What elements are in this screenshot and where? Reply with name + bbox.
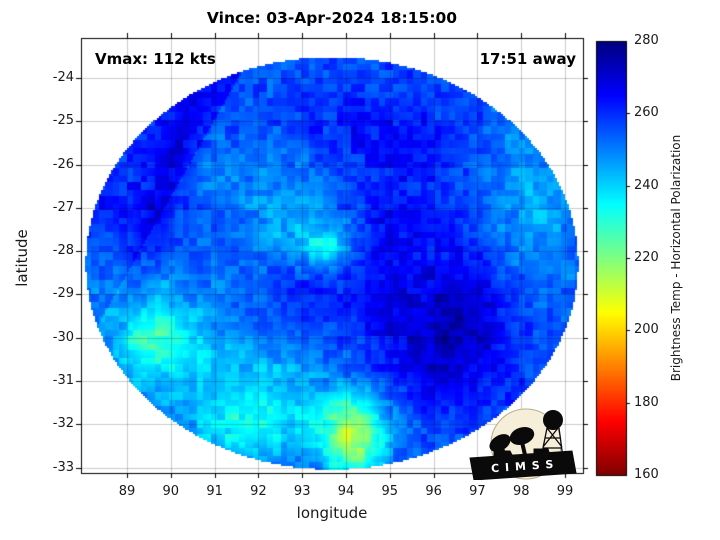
satellite-dish-icon — [509, 427, 535, 445]
x-tick-label: 94 — [337, 484, 355, 499]
x-tick-label: 92 — [250, 484, 267, 499]
x-axis-label: longitude — [296, 504, 368, 522]
colorbar-tick-label: 200 — [634, 322, 659, 338]
x-tick-label: 95 — [381, 484, 399, 499]
x-tick-label: 97 — [469, 484, 486, 499]
logo-banner — [469, 450, 577, 480]
x-tick-label: 89 — [118, 484, 136, 499]
x-tick-label: 96 — [425, 484, 442, 499]
y-tick-label: -26 — [52, 156, 74, 172]
plot-title: Vince: 03-Apr-2024 18:15:00 — [206, 9, 458, 27]
water-tower-legs-icon — [540, 427, 564, 459]
colorbar-tick-label: 160 — [634, 467, 659, 482]
y-tick-label: -27 — [52, 199, 74, 215]
x-tick-label: 98 — [512, 484, 530, 499]
time-away-annotation: 17:51 away — [479, 50, 576, 68]
y-tick-label: -33 — [52, 459, 74, 475]
vmax-annotation: Vmax: 112 kts — [95, 50, 216, 68]
x-tick-label: 93 — [293, 484, 311, 499]
y-tick-label: -32 — [52, 416, 74, 432]
water-tower-tank-icon — [543, 410, 563, 430]
colorbar-tick-label: 260 — [634, 105, 659, 121]
logo-text: C I M S S — [491, 458, 555, 475]
colorbar-tick-label: 240 — [634, 177, 659, 193]
colorbar-tick-label: 280 — [634, 33, 659, 48]
x-tick-label: 90 — [162, 484, 180, 499]
y-tick-label: -30 — [52, 329, 74, 345]
y-tick-label: -31 — [52, 373, 74, 389]
y-tick-label: -25 — [52, 113, 74, 129]
dish-mount — [520, 441, 527, 456]
colorbar-tick-label: 220 — [634, 250, 659, 265]
y-tick-label: -28 — [52, 243, 74, 259]
logo-silhouette — [469, 410, 577, 480]
y-tick-label: -29 — [52, 286, 74, 302]
colorbar-tick-label: 180 — [634, 394, 659, 410]
x-tick-label: 91 — [206, 484, 223, 499]
x-tick-label: 99 — [556, 484, 574, 499]
y-axis-label: latitude — [13, 229, 31, 287]
y-tick-label: -24 — [52, 69, 74, 85]
cimss-logo: C I M S S — [469, 408, 577, 480]
